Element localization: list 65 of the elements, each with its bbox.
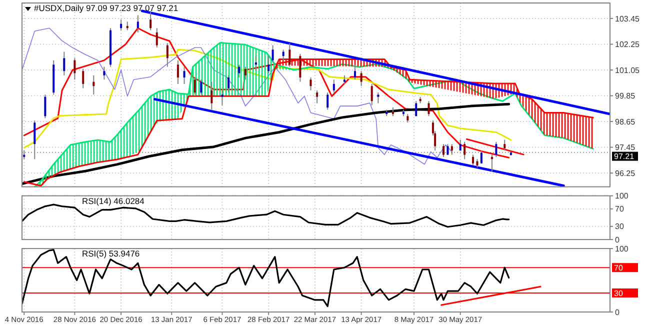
candlestick (310, 77, 312, 91)
candlestick (480, 150, 482, 164)
candlestick (74, 58, 76, 80)
candlestick (92, 74, 95, 96)
candlestick (194, 77, 196, 96)
candlestick (221, 90, 224, 106)
candlestick (464, 141, 466, 160)
candlestick (288, 42, 291, 68)
chart-title: RSI(5) 53.9476 (82, 248, 140, 259)
y-tick-label: 97.45 (615, 143, 636, 152)
candlestick (156, 28, 158, 48)
candlestick (282, 49, 284, 61)
candlestick (495, 141, 498, 158)
candlestick (244, 66, 246, 80)
candlestick (490, 154, 493, 172)
candlestick (82, 68, 84, 89)
chart-title: #USDX,Daily 97.09 97.23 97.07 97.21 (34, 3, 178, 13)
candlestick (299, 53, 302, 82)
y-tick-label: 96.25 (615, 168, 636, 178)
candlestick (428, 100, 430, 117)
candlestick (472, 154, 474, 166)
candlestick (450, 144, 453, 156)
candlestick (103, 66, 106, 80)
candlestick (446, 144, 449, 156)
candlestick (44, 94, 46, 119)
candlestick (238, 64, 240, 78)
candlestick (268, 56, 270, 74)
candlestick (210, 81, 213, 110)
line-series (22, 249, 510, 308)
y-tick-label: 0 (615, 235, 620, 244)
y-tick-label: 102.25 (615, 40, 640, 50)
candlestick (504, 139, 506, 152)
y-tick-label: 70 (615, 204, 624, 214)
y-tick-label: 100 (615, 192, 629, 201)
chart-title: RSI(14) 46.0284 (82, 196, 145, 206)
candlestick (228, 74, 230, 94)
candlestick (415, 100, 418, 117)
candlestick (360, 70, 362, 87)
y-tick-label: 99.85 (615, 92, 636, 101)
candlestick (254, 56, 257, 72)
candlestick (354, 64, 356, 80)
y-tick-label: 101.05 (615, 66, 640, 75)
candlestick (150, 10, 152, 31)
line-series (22, 102, 510, 186)
candlestick (34, 120, 36, 160)
candlestick (176, 60, 179, 84)
y-tick-label: 30 (615, 222, 624, 232)
candlestick (316, 90, 318, 104)
candlestick (332, 79, 335, 94)
y-tick-label: 100 (615, 244, 629, 254)
y-tick-label: 0 (615, 308, 620, 317)
candlestick (63, 51, 66, 76)
candlestick (377, 92, 380, 104)
y-tick-label: 98.65 (615, 117, 636, 126)
candlestick (166, 42, 168, 68)
candlestick (183, 66, 186, 84)
candlestick (370, 83, 373, 106)
candlestick (272, 44, 274, 63)
candlestick (200, 79, 202, 96)
y-tick-label: 103.45 (615, 14, 640, 24)
candlestick (120, 19, 122, 31)
candlestick (442, 144, 445, 158)
candlestick (326, 92, 329, 110)
candlestick (136, 14, 139, 33)
ref-line-label: 97.21 (614, 152, 635, 162)
